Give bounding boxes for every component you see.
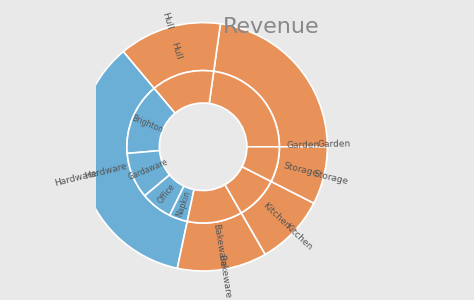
Text: Revenue: Revenue (223, 17, 319, 37)
Text: Bakeware: Bakeware (211, 223, 227, 268)
Wedge shape (209, 71, 279, 222)
Wedge shape (241, 182, 314, 254)
Wedge shape (127, 151, 170, 196)
Wedge shape (177, 213, 265, 271)
Wedge shape (145, 175, 184, 215)
Wedge shape (127, 88, 175, 153)
Text: Bakeware: Bakeware (216, 254, 232, 299)
Text: Office: Office (156, 182, 177, 206)
Text: Storage: Storage (312, 169, 349, 186)
Wedge shape (154, 70, 214, 113)
Wedge shape (225, 167, 271, 213)
Text: Brighton: Brighton (131, 113, 164, 134)
Text: Hardware: Hardware (54, 169, 98, 188)
Text: Gardaware: Gardaware (127, 158, 169, 182)
Text: Napkin: Napkin (175, 189, 192, 218)
Wedge shape (271, 147, 328, 203)
Wedge shape (79, 52, 187, 268)
Text: Kitchen: Kitchen (283, 222, 314, 252)
Wedge shape (214, 24, 328, 269)
Text: Hardware: Hardware (83, 161, 128, 181)
Text: Hull: Hull (169, 41, 182, 60)
Wedge shape (242, 147, 279, 182)
Text: Hull: Hull (160, 11, 173, 30)
Text: Kitchen: Kitchen (260, 201, 292, 231)
Wedge shape (187, 185, 241, 223)
Text: Garden: Garden (318, 140, 351, 149)
Text: Storage: Storage (282, 162, 319, 179)
Wedge shape (170, 186, 194, 221)
Wedge shape (123, 22, 220, 88)
Text: Garden: Garden (287, 140, 320, 150)
